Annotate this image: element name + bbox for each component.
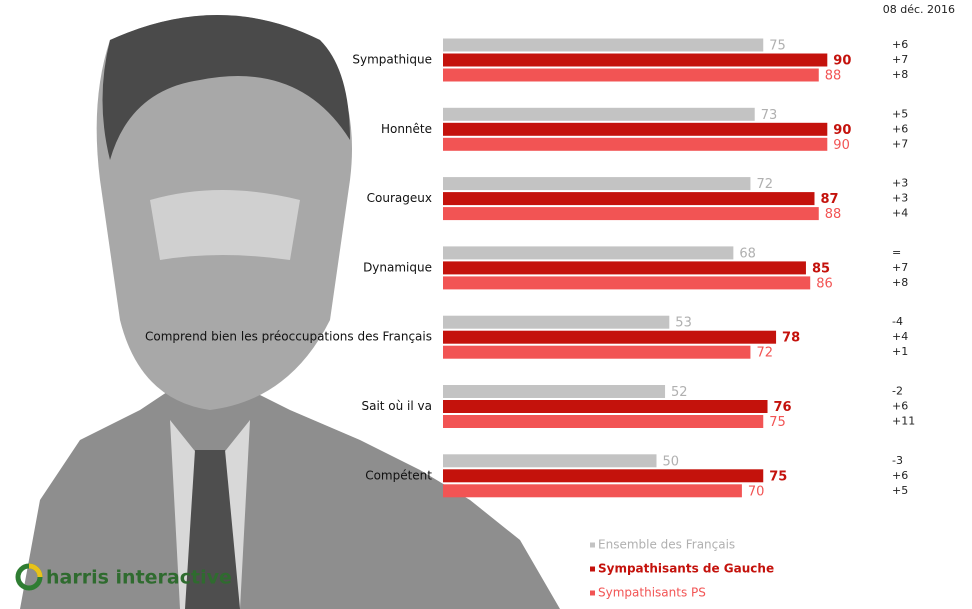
value-label: 90: [833, 138, 850, 153]
bar: [443, 316, 669, 329]
chart: harris interactive 08 déc. 2016 Sympathi…: [0, 0, 972, 609]
change-label: +7: [892, 261, 908, 274]
bar: [443, 39, 763, 52]
legend-label: Ensemble des Français: [598, 538, 735, 552]
value-label: 78: [782, 331, 800, 346]
change-label: -3: [892, 454, 903, 467]
change-label: =: [892, 246, 901, 259]
change-label: -4: [892, 315, 903, 328]
value-label: 76: [774, 400, 792, 415]
change-label: +7: [892, 53, 908, 66]
value-label: 72: [756, 346, 773, 361]
category-label: Sympathique: [352, 53, 432, 67]
bar: [443, 177, 750, 190]
value-label: 88: [825, 69, 842, 84]
value-label: 75: [769, 415, 786, 430]
bar: [443, 276, 810, 289]
logo-text: harris interactive: [46, 567, 232, 589]
bar: [443, 331, 776, 344]
bar: [443, 385, 665, 398]
value-label: 90: [833, 54, 851, 69]
change-label: +6: [892, 400, 908, 413]
logo: harris interactive: [18, 566, 232, 589]
bar: [443, 246, 733, 259]
bar: [443, 346, 750, 359]
change-label: +5: [892, 107, 908, 120]
value-label: 70: [748, 484, 765, 499]
change-label: +6: [892, 38, 908, 51]
bar: [443, 207, 819, 220]
bar: [443, 261, 806, 274]
value-label: 90: [833, 123, 851, 138]
change-label: +4: [892, 207, 908, 220]
category-label: Dynamique: [363, 260, 432, 274]
value-label: 87: [820, 192, 838, 207]
bar: [443, 108, 755, 121]
value-label: 88: [825, 207, 842, 222]
bar: [443, 123, 827, 136]
change-label: +8: [892, 68, 908, 81]
legend-swatch: [590, 567, 595, 572]
legend-label: Sympathisants PS: [598, 586, 706, 600]
subtitle: 08 déc. 2016: [883, 3, 955, 16]
legend-label: Sympathisants de Gauche: [598, 562, 774, 576]
value-label: 52: [671, 385, 688, 400]
value-label: 75: [769, 469, 787, 484]
category-label: Compétent: [365, 468, 432, 482]
value-label: 86: [816, 276, 833, 291]
bar: [443, 54, 827, 67]
bar: [443, 400, 768, 413]
change-label: +5: [892, 484, 908, 497]
portrait-highlight: [150, 190, 300, 260]
bar: [443, 469, 763, 482]
value-label: 68: [739, 246, 756, 261]
bar: [443, 69, 819, 82]
change-label: +11: [892, 415, 915, 428]
category-label: Comprend bien les préoccupations des Fra…: [145, 330, 432, 344]
category-label: Honnête: [381, 122, 432, 136]
legend-swatch: [590, 543, 595, 548]
change-label: +7: [892, 137, 908, 150]
bar: [443, 192, 814, 205]
category-label: Sait où il va: [361, 399, 432, 413]
change-label: +8: [892, 276, 908, 289]
value-label: 72: [756, 177, 773, 192]
legend-swatch: [590, 591, 595, 596]
change-label: +4: [892, 330, 908, 343]
bar: [443, 415, 763, 428]
portrait: [20, 15, 560, 609]
bar: [443, 138, 827, 151]
value-label: 73: [761, 108, 778, 123]
change-label: +3: [892, 192, 908, 205]
value-label: 53: [675, 316, 692, 331]
bar: [443, 484, 742, 497]
change-label: +6: [892, 469, 908, 482]
category-label: Courageux: [367, 191, 432, 205]
change-label: +1: [892, 345, 908, 358]
value-label: 85: [812, 261, 830, 276]
bar: [443, 454, 657, 467]
value-label: 75: [769, 39, 786, 54]
change-label: +6: [892, 122, 908, 135]
value-label: 50: [663, 454, 680, 469]
change-label: -2: [892, 385, 903, 398]
change-label: +3: [892, 177, 908, 190]
